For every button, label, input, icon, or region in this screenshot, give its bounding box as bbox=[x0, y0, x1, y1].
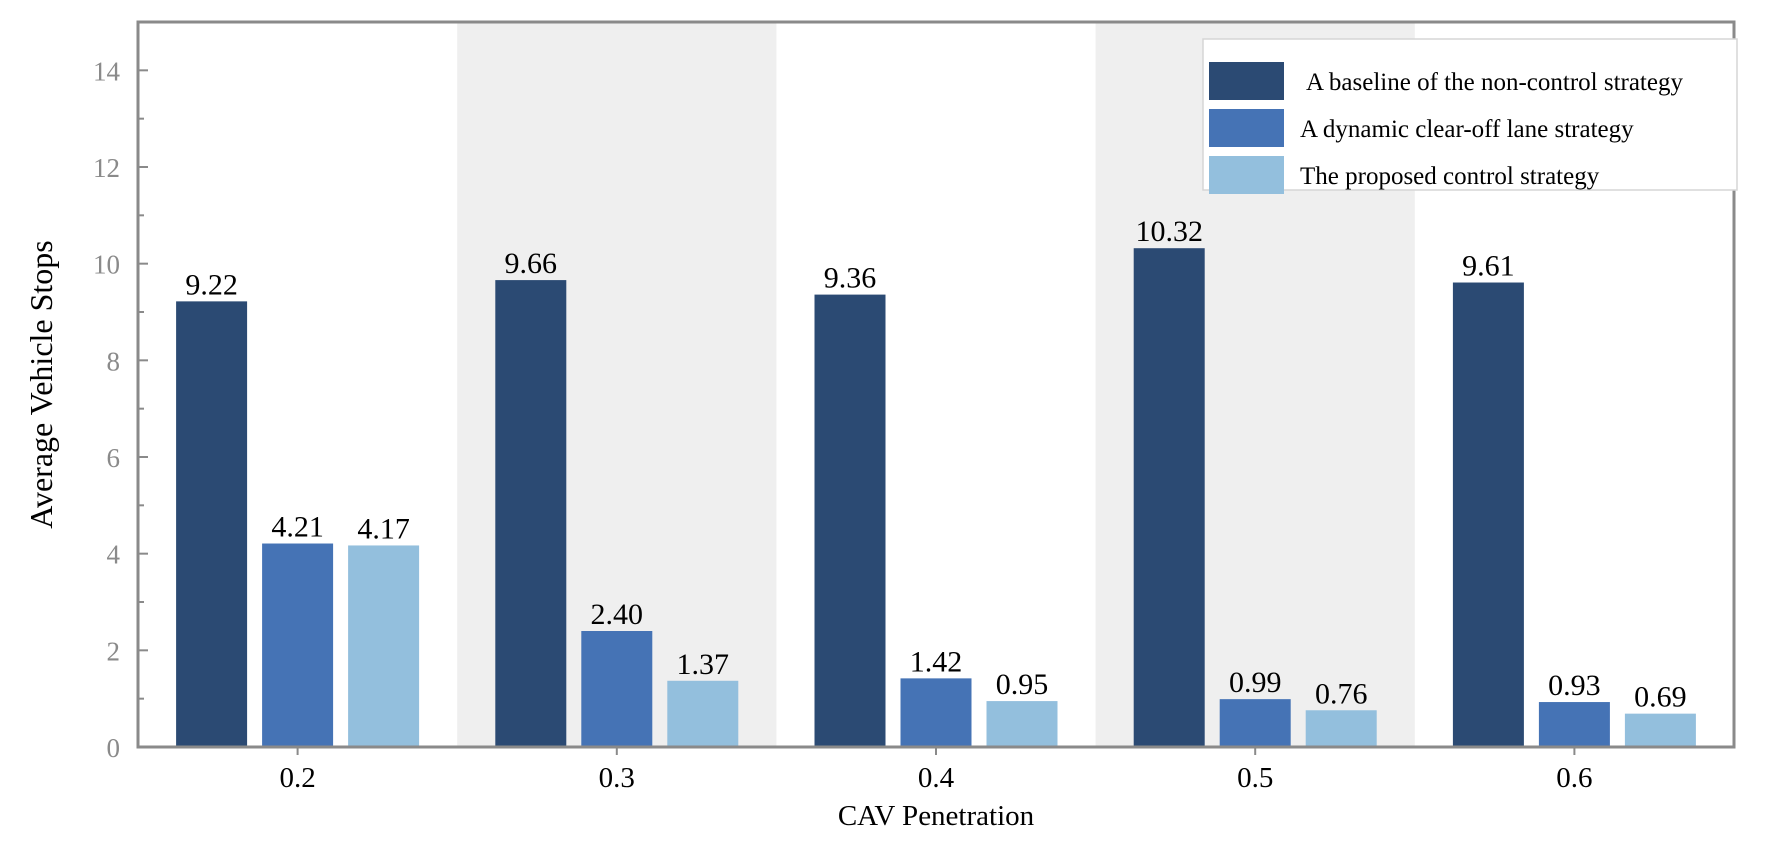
bar-baseline-0-5 bbox=[1133, 248, 1205, 747]
x-tick-label: 0.4 bbox=[918, 762, 955, 794]
bar-label-dynamic-clear-off-0-4: 1.42 bbox=[910, 645, 963, 678]
bar-label-proposed-0-2: 4.17 bbox=[357, 512, 410, 545]
bar-labels-layer: 9.22 4.21 4.17 9.66 2.40 1.37 9.36 1.42 0.95 10.3… bbox=[185, 215, 1686, 713]
bar-label-proposed-0-6: 0.69 bbox=[1634, 681, 1687, 714]
x-axis-ticks: 0.2 0.3 0.4 0.5 0.6 bbox=[279, 747, 1593, 794]
bar-label-proposed-0-4: 0.95 bbox=[996, 668, 1049, 701]
bar-label-proposed-0-5: 0.76 bbox=[1315, 677, 1368, 710]
y-tick-label: 0 bbox=[107, 733, 121, 763]
bar-label-dynamic-clear-off-0-2: 4.21 bbox=[271, 511, 324, 544]
x-axis-title: CAV Penetration bbox=[838, 800, 1035, 832]
legend-swatch-baseline bbox=[1209, 62, 1284, 100]
legend-label-dynamic-clear-off: A dynamic clear-off lane strategy bbox=[1300, 116, 1634, 143]
bar-proposed-0-4 bbox=[986, 701, 1058, 747]
bar-baseline-0-3 bbox=[495, 280, 567, 747]
y-tick-label: 2 bbox=[107, 636, 121, 666]
y-axis-ticks: 0 2 4 6 8 10 12 14 bbox=[93, 56, 148, 763]
bar-label-dynamic-clear-off-0-5: 0.99 bbox=[1229, 666, 1282, 699]
legend: A baseline of the non-control strategy A… bbox=[1202, 38, 1738, 194]
y-axis-title: Average Vehicle Stops bbox=[23, 240, 59, 529]
bar-label-baseline-0-4: 9.36 bbox=[824, 262, 877, 295]
bar-baseline-0-4 bbox=[814, 294, 886, 747]
bar-baseline-0-2 bbox=[176, 301, 248, 747]
legend-swatch-dynamic-clear-off bbox=[1209, 109, 1284, 147]
bar-label-proposed-0-3: 1.37 bbox=[677, 648, 730, 681]
bar-label-dynamic-clear-off-0-6: 0.93 bbox=[1548, 669, 1601, 702]
y-tick-label: 4 bbox=[107, 540, 121, 570]
legend-box bbox=[1202, 38, 1738, 191]
bar-dynamic-clear-off-0-2 bbox=[262, 543, 334, 747]
y-tick-label: 14 bbox=[93, 56, 121, 86]
y-tick-label: 8 bbox=[107, 346, 121, 376]
bar-label-baseline-0-3: 9.66 bbox=[505, 247, 558, 280]
y-tick-label: 6 bbox=[107, 443, 121, 473]
y-tick-label: 10 bbox=[93, 250, 120, 280]
bars-layer bbox=[176, 248, 1696, 747]
x-tick-label: 0.3 bbox=[599, 762, 635, 794]
x-tick-label: 0.5 bbox=[1237, 762, 1273, 794]
bar-label-baseline-0-6: 9.61 bbox=[1462, 250, 1515, 283]
legend-swatch-proposed bbox=[1209, 156, 1284, 194]
bar-label-baseline-0-5: 10.32 bbox=[1135, 215, 1203, 248]
bar-dynamic-clear-off-0-4 bbox=[900, 678, 972, 747]
x-tick-label: 0.2 bbox=[279, 762, 315, 794]
legend-label-baseline: A baseline of the non-control strategy bbox=[1306, 69, 1683, 96]
bar-dynamic-clear-off-0-5 bbox=[1219, 699, 1291, 747]
bar-baseline-0-6 bbox=[1452, 282, 1524, 747]
y-tick-label: 12 bbox=[93, 153, 120, 183]
x-tick-label: 0.6 bbox=[1556, 762, 1592, 794]
bar-proposed-0-2 bbox=[348, 545, 420, 747]
bar-proposed-0-3 bbox=[667, 680, 739, 747]
bar-label-dynamic-clear-off-0-3: 2.40 bbox=[591, 598, 644, 631]
bar-dynamic-clear-off-0-6 bbox=[1538, 702, 1610, 747]
bar-proposed-0-5 bbox=[1305, 710, 1377, 747]
bar-label-baseline-0-2: 9.22 bbox=[185, 268, 238, 301]
legend-label-proposed: The proposed control strategy bbox=[1300, 163, 1600, 190]
bar-dynamic-clear-off-0-3 bbox=[581, 631, 653, 747]
bar-proposed-0-6 bbox=[1624, 713, 1696, 747]
